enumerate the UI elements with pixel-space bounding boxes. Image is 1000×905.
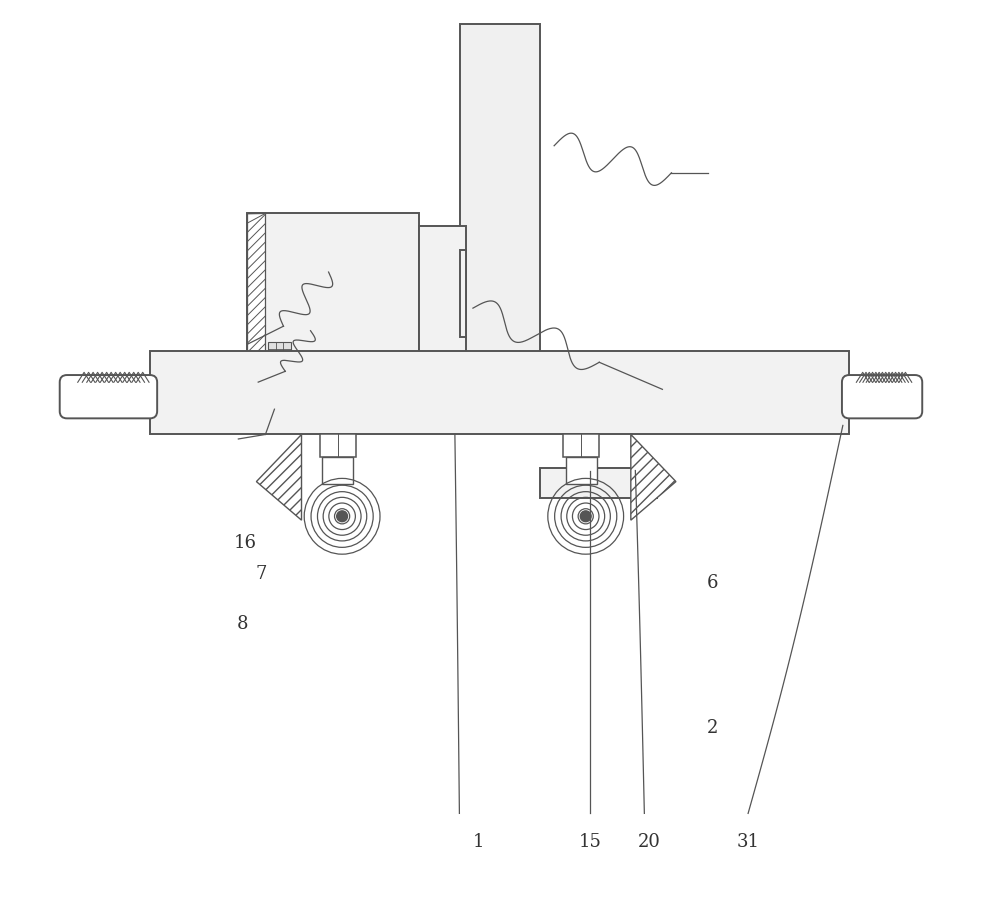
Bar <box>460 250 466 337</box>
Bar <box>460 24 540 403</box>
Bar <box>322 457 353 484</box>
Bar <box>540 468 657 498</box>
Text: 6: 6 <box>706 575 718 592</box>
Bar <box>566 457 597 484</box>
Text: 20: 20 <box>637 834 660 852</box>
Bar <box>419 226 466 358</box>
Bar <box>320 434 356 457</box>
Text: 7: 7 <box>255 566 267 584</box>
Polygon shape <box>256 434 302 520</box>
Text: 16: 16 <box>234 534 257 552</box>
Bar <box>247 214 419 371</box>
Text: 1: 1 <box>473 834 484 852</box>
Text: 15: 15 <box>579 834 602 852</box>
Bar <box>563 434 599 457</box>
Circle shape <box>337 511 348 521</box>
Circle shape <box>580 511 591 521</box>
Text: 2: 2 <box>706 719 718 737</box>
Text: 8: 8 <box>237 614 249 633</box>
Text: 31: 31 <box>737 834 760 852</box>
FancyBboxPatch shape <box>842 375 922 418</box>
Polygon shape <box>631 434 676 520</box>
FancyBboxPatch shape <box>60 375 157 418</box>
Bar <box>247 214 265 371</box>
Bar <box>150 350 849 434</box>
Bar <box>268 341 291 364</box>
